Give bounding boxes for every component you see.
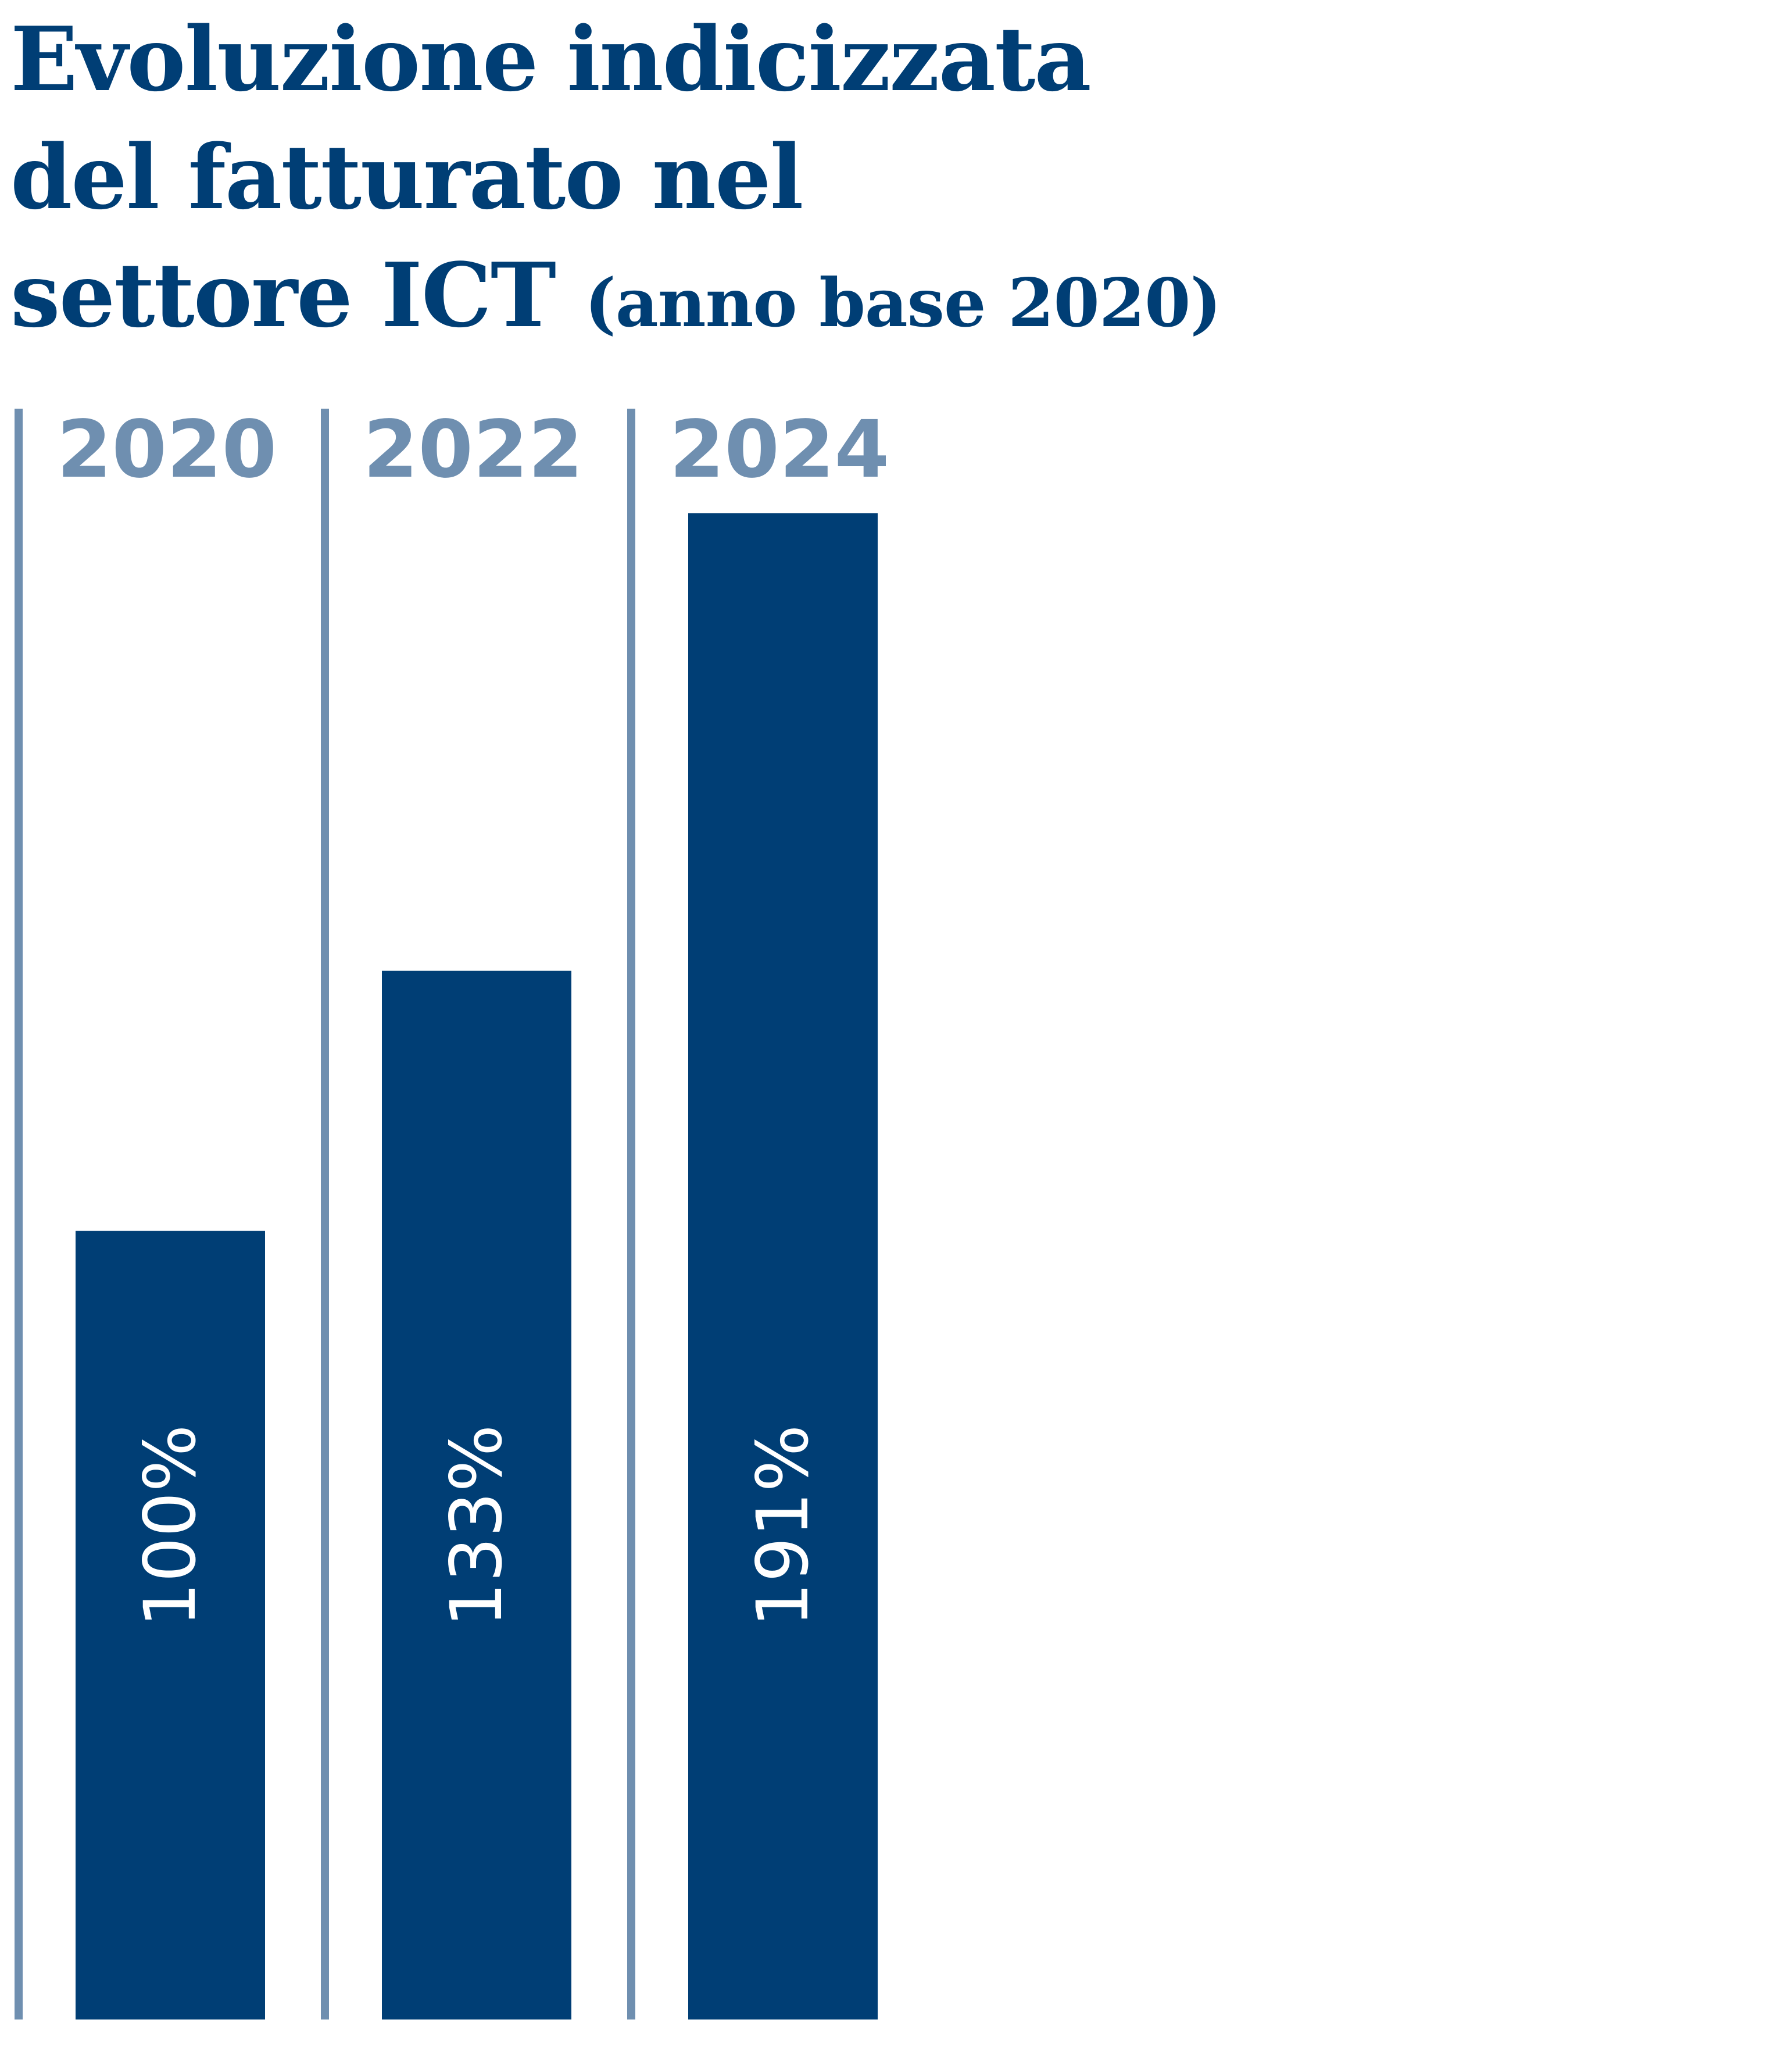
bars bbox=[76, 513, 878, 2019]
title-subtitle: (anno base 2020) bbox=[584, 264, 1221, 342]
category-labels: 2020 2022 2024 bbox=[57, 404, 890, 496]
column-divider-2024 bbox=[627, 409, 635, 2019]
value-labels: 100% 133% 191% bbox=[129, 1425, 824, 1628]
column-divider-2022 bbox=[321, 409, 329, 2019]
bar-2024 bbox=[688, 513, 878, 2019]
value-label-2024: 191% bbox=[742, 1425, 824, 1628]
value-label-2020: 100% bbox=[129, 1425, 212, 1628]
bar-2022 bbox=[382, 970, 571, 2019]
value-label-2022: 133% bbox=[435, 1425, 518, 1628]
category-label-2024: 2024 bbox=[670, 404, 890, 496]
bar-2020 bbox=[76, 1231, 265, 2019]
column-dividers bbox=[15, 409, 635, 2019]
category-label-2020: 2020 bbox=[57, 404, 277, 496]
title-line-3: settore ICT bbox=[10, 243, 556, 347]
category-label-2022: 2022 bbox=[363, 404, 584, 496]
title-line-1: Evoluzione indicizzata bbox=[10, 7, 1092, 111]
title-line-2: del fatturato nel bbox=[10, 125, 803, 229]
column-divider-2020 bbox=[15, 409, 23, 2019]
chart-title: Evoluzione indicizzata del fatturato nel… bbox=[10, 0, 1289, 362]
